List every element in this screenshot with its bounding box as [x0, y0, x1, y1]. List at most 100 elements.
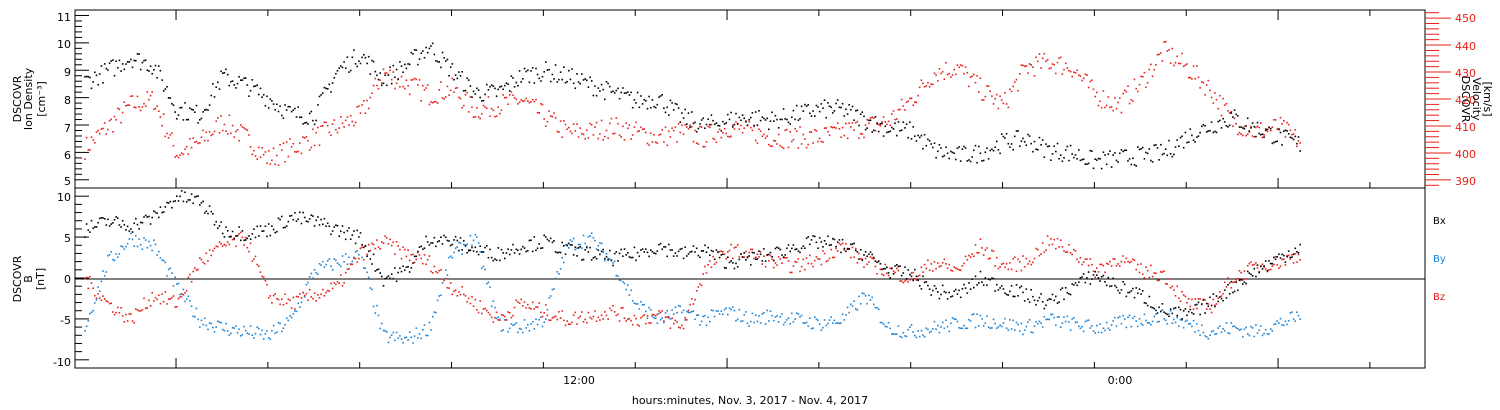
data-point: [1081, 325, 1083, 328]
data-point: [1235, 113, 1237, 116]
data-point: [1199, 298, 1201, 300]
data-point: [1132, 157, 1134, 160]
data-point: [937, 262, 939, 264]
data-point: [1151, 306, 1154, 309]
data-point: [1161, 309, 1164, 311]
data-point: [604, 259, 606, 262]
data-point: [371, 92, 373, 94]
data-point: [1128, 314, 1131, 317]
data-point: [1176, 55, 1178, 58]
data-point: [512, 243, 514, 246]
data-point: [361, 104, 363, 106]
data-point: [604, 135, 606, 138]
data-point: [1186, 319, 1188, 322]
data-point: [973, 255, 975, 257]
data-point: [385, 331, 388, 333]
data-point: [1091, 278, 1093, 280]
data-point: [884, 325, 887, 328]
data-point: [1153, 144, 1155, 147]
data-point: [1286, 323, 1288, 326]
data-point: [1087, 271, 1090, 273]
data-point: [479, 245, 481, 247]
data-point: [1004, 266, 1006, 269]
data-point: [889, 124, 891, 127]
data-point: [1071, 253, 1073, 256]
x-axis: [175, 10, 1371, 368]
data-point: [1041, 326, 1044, 328]
data-point: [1073, 248, 1075, 251]
data-point: [208, 249, 211, 251]
data-point: [1125, 326, 1128, 329]
data-point: [691, 111, 693, 113]
data-point: [735, 246, 737, 248]
data-point: [545, 304, 547, 306]
data-point: [471, 246, 473, 249]
data-point: [202, 323, 204, 326]
data-point: [199, 142, 201, 144]
data-point: [343, 231, 345, 234]
data-point: [545, 318, 547, 320]
data-point: [338, 235, 340, 237]
data-point: [1094, 332, 1096, 334]
data-point: [128, 61, 131, 63]
data-point: [333, 258, 336, 260]
data-point: [1271, 126, 1274, 128]
data-point: [1273, 141, 1275, 144]
data-point: [948, 291, 950, 294]
data-point: [650, 322, 652, 324]
data-point: [932, 83, 934, 86]
data-point: [130, 313, 132, 315]
data-point: [121, 246, 124, 248]
data-point: [384, 330, 386, 332]
data-point: [1092, 330, 1095, 332]
data-point: [487, 281, 490, 284]
data-point: [815, 256, 818, 258]
data-point: [572, 82, 575, 85]
data-point: [494, 115, 496, 118]
data-point: [180, 106, 183, 109]
data-point: [517, 249, 519, 252]
data-point: [1186, 63, 1188, 65]
data-point: [836, 99, 839, 101]
data-point: [158, 294, 160, 297]
data-point: [1002, 102, 1005, 105]
data-point: [1051, 153, 1054, 155]
data-point: [740, 253, 742, 255]
data-point: [1292, 262, 1295, 264]
data-point: [151, 72, 153, 75]
data-point: [172, 285, 175, 287]
data-point: [781, 254, 783, 256]
data-point: [207, 260, 209, 262]
data-point: [218, 88, 221, 90]
data-point: [1227, 277, 1229, 279]
data-point: [541, 315, 544, 318]
data-point: [187, 295, 190, 297]
data-point: [1228, 293, 1231, 295]
data-point: [1015, 78, 1018, 81]
data-point: [1176, 285, 1178, 288]
data-point: [395, 241, 398, 243]
data-point: [1281, 253, 1283, 256]
data-point: [425, 263, 427, 265]
data-point: [467, 250, 470, 252]
data-point: [968, 254, 970, 257]
data-point: [735, 262, 737, 265]
data-point: [974, 275, 977, 278]
data-point: [308, 276, 311, 278]
data-point: [1250, 125, 1252, 128]
data-point: [1078, 325, 1080, 328]
data-point: [120, 226, 122, 228]
data-point: [1000, 133, 1003, 135]
data-point: [804, 103, 806, 106]
data-point: [686, 319, 688, 321]
data-point: [487, 256, 490, 259]
data-point: [549, 80, 552, 83]
data-point: [1253, 125, 1256, 128]
data-point: [558, 311, 560, 313]
data-point: [389, 69, 391, 72]
data-point: [795, 248, 798, 250]
data-point: [833, 126, 836, 129]
data-point: [709, 254, 711, 257]
data-point: [162, 90, 165, 92]
data-point: [959, 269, 962, 272]
